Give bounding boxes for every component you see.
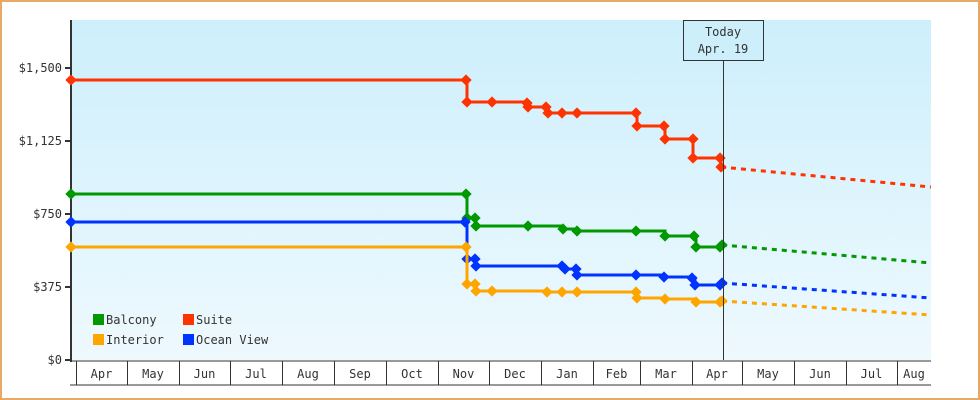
x-tick-label: Dec bbox=[504, 367, 526, 381]
y-tick-label: $1,500 bbox=[19, 61, 62, 75]
x-tick-label: Jan bbox=[556, 367, 578, 381]
series-group bbox=[65, 74, 932, 317]
projection-line bbox=[721, 299, 932, 317]
legend-swatch bbox=[93, 334, 104, 345]
x-tick-label: Jun bbox=[194, 367, 216, 381]
data-point-marker[interactable] bbox=[459, 216, 471, 228]
data-point-marker[interactable] bbox=[690, 296, 702, 308]
today-date: Apr. 19 bbox=[698, 42, 749, 56]
series-balcony bbox=[65, 188, 932, 265]
series-interior bbox=[65, 241, 932, 317]
x-tick-label: Nov bbox=[453, 367, 475, 381]
x-tick-label: Oct bbox=[401, 367, 423, 381]
data-point-marker[interactable] bbox=[470, 260, 482, 272]
today-label: Today bbox=[705, 25, 741, 39]
y-axis: $0 $375 $750 $1,125 $1,500 bbox=[19, 20, 72, 367]
data-point-marker[interactable] bbox=[469, 253, 481, 265]
x-tick-label: Apr bbox=[91, 367, 113, 381]
x-tick-label: Feb bbox=[606, 367, 628, 381]
x-tick-label: Jun bbox=[809, 367, 831, 381]
projection-line bbox=[721, 243, 932, 265]
projection-line bbox=[721, 281, 932, 300]
data-point-marker[interactable] bbox=[689, 279, 701, 291]
x-tick-label: Jul bbox=[861, 367, 883, 381]
x-tick-label: Aug bbox=[297, 367, 319, 381]
legend-label: Suite bbox=[196, 313, 232, 327]
data-point-marker[interactable] bbox=[630, 225, 642, 237]
data-point-marker[interactable] bbox=[469, 212, 481, 224]
series-ocean-view bbox=[65, 216, 932, 300]
data-point-marker[interactable] bbox=[687, 133, 699, 145]
data-point-marker[interactable] bbox=[716, 295, 728, 307]
x-tick-label: Mar bbox=[655, 367, 677, 381]
legend-item-ocean-view[interactable]: Ocean View bbox=[183, 333, 269, 347]
data-point-marker[interactable] bbox=[522, 220, 534, 232]
data-point-marker[interactable] bbox=[571, 286, 583, 298]
x-tick-label: Apr bbox=[706, 367, 728, 381]
x-tick-label: Sep bbox=[349, 367, 371, 381]
legend-swatch bbox=[183, 314, 194, 325]
y-tick-label: $750 bbox=[33, 207, 62, 221]
data-point-marker[interactable] bbox=[659, 133, 671, 145]
data-point-marker[interactable] bbox=[687, 152, 699, 164]
data-point-marker[interactable] bbox=[486, 285, 498, 297]
data-point-marker[interactable] bbox=[571, 225, 583, 237]
data-point-marker[interactable] bbox=[690, 241, 702, 253]
x-tick-label: Aug bbox=[903, 367, 925, 381]
legend-item-interior[interactable]: Interior bbox=[93, 333, 164, 347]
data-point-marker[interactable] bbox=[659, 293, 671, 305]
y-tick-label: $375 bbox=[33, 280, 62, 294]
legend-label: Balcony bbox=[106, 313, 157, 327]
legend-item-suite[interactable]: Suite bbox=[183, 313, 232, 327]
x-axis: Apr May Jun Jul Aug Sep Oct Nov Dec Jan Feb Mar Apr M… bbox=[70, 360, 931, 386]
legend: Balcony Suite Interior Ocean View bbox=[93, 313, 269, 347]
x-tick-label: May bbox=[757, 367, 779, 381]
data-point-marker[interactable] bbox=[460, 241, 472, 253]
data-point-marker[interactable] bbox=[631, 292, 643, 304]
legend-item-balcony[interactable]: Balcony bbox=[93, 313, 157, 327]
data-point-marker[interactable] bbox=[470, 285, 482, 297]
data-point-marker[interactable] bbox=[470, 220, 482, 232]
data-point-marker[interactable] bbox=[716, 277, 728, 289]
legend-swatch bbox=[93, 314, 104, 325]
data-point-marker[interactable] bbox=[716, 239, 728, 251]
y-tick-label: $0 bbox=[48, 353, 62, 367]
data-point-marker[interactable] bbox=[658, 271, 670, 283]
data-point-marker[interactable] bbox=[541, 286, 553, 298]
data-point-marker[interactable] bbox=[659, 230, 671, 242]
data-point-marker[interactable] bbox=[571, 269, 583, 281]
y-tick-label: $1,125 bbox=[19, 134, 62, 148]
today-marker: Today Apr. 19 bbox=[683, 20, 764, 360]
legend-swatch bbox=[183, 334, 194, 345]
legend-label: Interior bbox=[106, 333, 164, 347]
data-point-marker[interactable] bbox=[630, 269, 642, 281]
data-point-marker[interactable] bbox=[556, 286, 568, 298]
data-point-marker[interactable] bbox=[557, 223, 569, 235]
data-point-marker[interactable] bbox=[559, 263, 571, 275]
legend-label: Ocean View bbox=[196, 333, 269, 347]
data-point-marker[interactable] bbox=[461, 278, 473, 290]
plot-area bbox=[72, 20, 931, 360]
data-point-marker[interactable] bbox=[469, 278, 481, 290]
x-tick-label: May bbox=[142, 367, 164, 381]
x-tick-label: Jul bbox=[245, 367, 267, 381]
data-point-marker[interactable] bbox=[688, 230, 700, 242]
data-point-marker[interactable] bbox=[714, 152, 726, 164]
data-point-marker[interactable] bbox=[460, 188, 472, 200]
